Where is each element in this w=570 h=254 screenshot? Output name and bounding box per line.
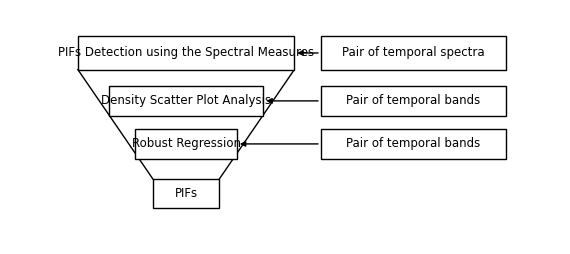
Bar bbox=[109, 86, 263, 116]
Text: Pair of temporal spectra: Pair of temporal spectra bbox=[343, 46, 485, 59]
Text: Density Scatter Plot Analysis: Density Scatter Plot Analysis bbox=[101, 94, 271, 107]
Text: Robust Regression: Robust Regression bbox=[132, 137, 241, 150]
Bar bbox=[321, 36, 506, 70]
Text: Pair of temporal bands: Pair of temporal bands bbox=[347, 94, 481, 107]
Bar bbox=[135, 129, 237, 158]
Bar bbox=[78, 36, 294, 70]
Bar bbox=[153, 179, 219, 209]
Text: PIFs: PIFs bbox=[174, 187, 198, 200]
Text: PIFs Detection using the Spectral Measures: PIFs Detection using the Spectral Measur… bbox=[58, 46, 314, 59]
Bar bbox=[321, 129, 506, 158]
Text: Pair of temporal bands: Pair of temporal bands bbox=[347, 137, 481, 150]
Bar bbox=[321, 86, 506, 116]
